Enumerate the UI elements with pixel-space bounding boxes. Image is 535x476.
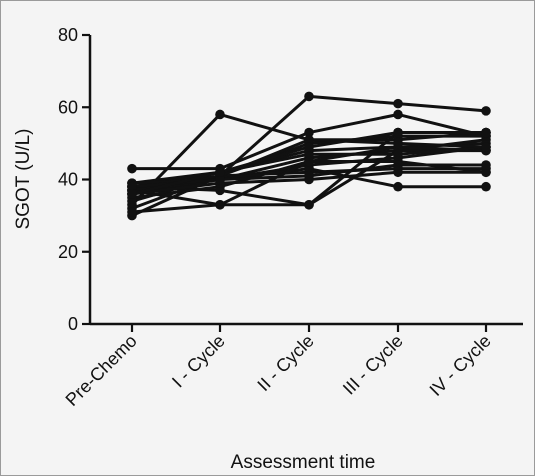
data-point [127, 207, 137, 217]
x-tick-label: IV - Cycle [426, 331, 495, 400]
y-tick-label: 0 [68, 314, 78, 334]
data-point [481, 181, 491, 192]
tick-layer: 0 20 40 60 80 Pre-Chemo I - Cycle II - Cycle III… [58, 25, 495, 410]
y-axis-title: SGOT (U/L) [13, 129, 34, 230]
data-point [215, 167, 225, 178]
x-tick-label: II - Cycle [253, 331, 317, 395]
data-point [481, 167, 491, 178]
x-axis-title: Assessment time [231, 452, 376, 473]
data-point [304, 163, 314, 174]
data-point [481, 142, 491, 152]
data-point [304, 91, 314, 102]
x-tick-label: Pre-Chemo [62, 331, 141, 410]
data-point [393, 160, 403, 170]
data-point [127, 163, 137, 174]
y-tick-label: 60 [58, 97, 78, 117]
y-tick-label: 80 [58, 25, 78, 45]
data-point [393, 98, 403, 109]
data-point [393, 109, 403, 120]
series-17 [127, 160, 491, 192]
data-point [393, 138, 403, 149]
y-tick-label: 20 [58, 242, 78, 262]
data-point [304, 134, 314, 145]
data-point [481, 160, 491, 170]
data-point [304, 199, 314, 210]
data-point [304, 127, 314, 138]
data-point [127, 181, 137, 192]
data-point [304, 142, 314, 152]
x-tick-label: III - Cycle [339, 331, 407, 399]
data-point [215, 174, 225, 185]
series-layer [127, 91, 491, 221]
data-point [481, 106, 491, 116]
data-point [393, 167, 403, 178]
data-point [393, 181, 403, 192]
data-point [393, 149, 403, 160]
data-point [127, 196, 137, 206]
data-point [127, 189, 137, 199]
data-point [215, 109, 225, 120]
x-tick-label: I - Cycle [168, 331, 229, 392]
data-point [304, 171, 314, 181]
data-point [304, 156, 314, 167]
data-point [393, 127, 403, 138]
data-point [481, 127, 491, 138]
series-18 [127, 127, 491, 199]
y-tick-label: 40 [58, 170, 78, 190]
data-point [304, 149, 314, 160]
data-point [215, 199, 225, 210]
